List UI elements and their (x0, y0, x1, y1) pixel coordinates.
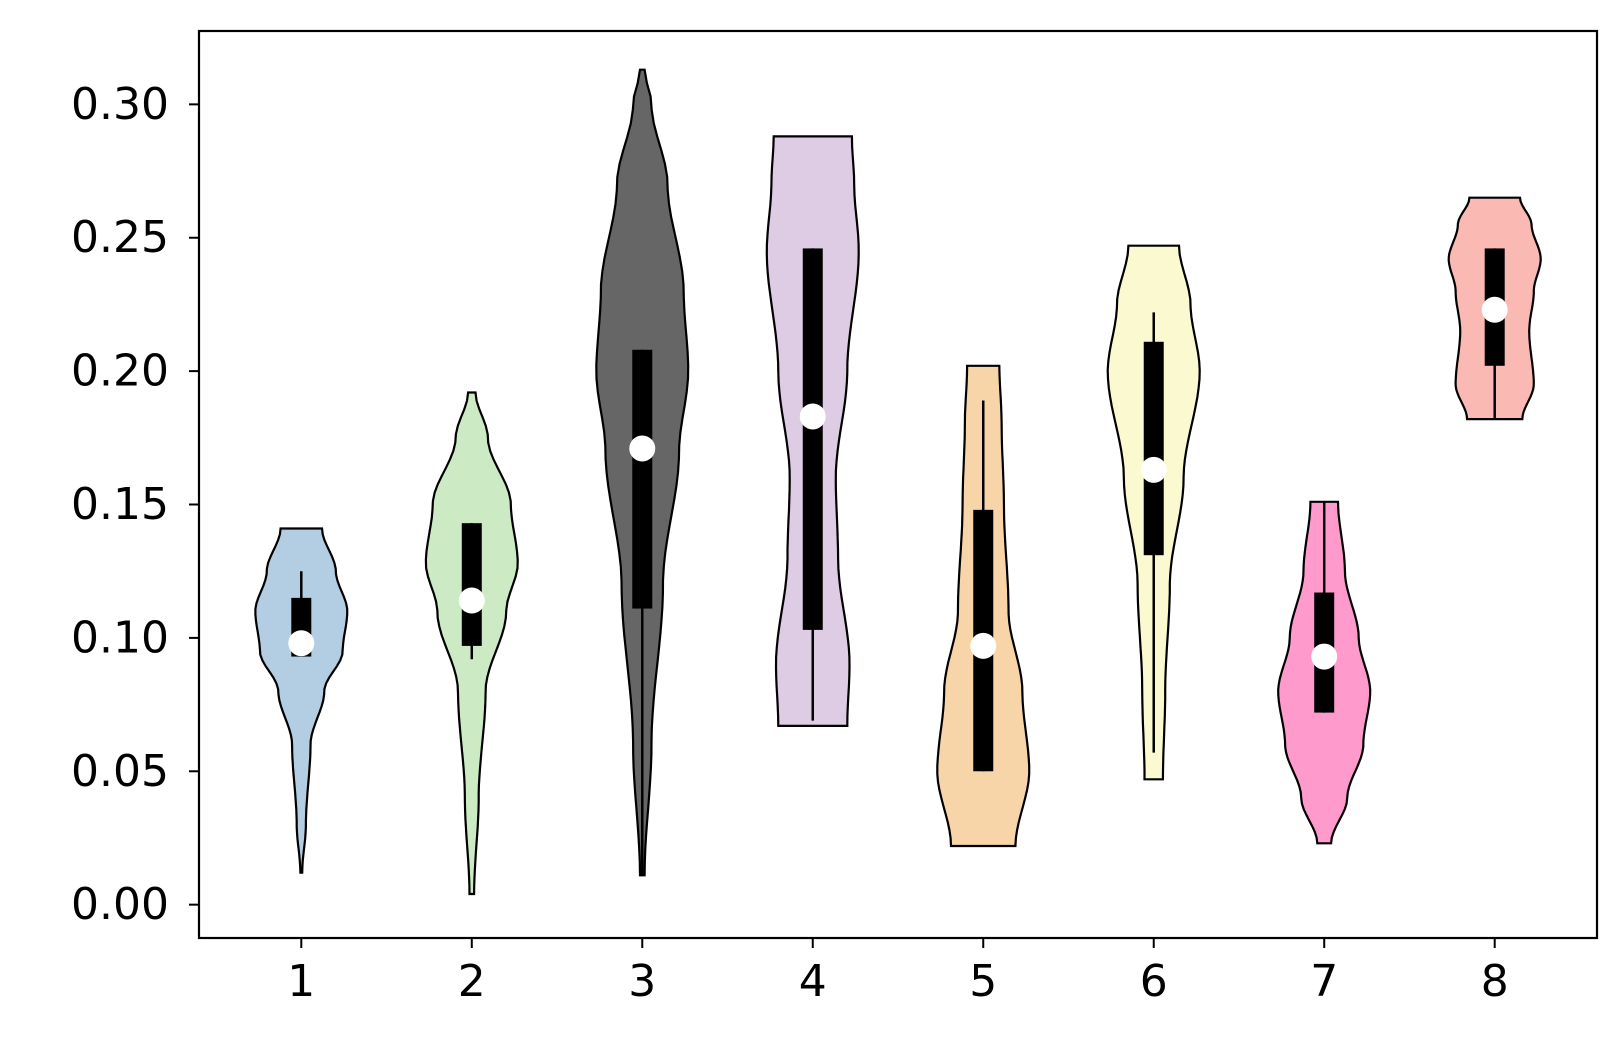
violin-iqr-box-3 (632, 349, 653, 609)
box-group (288, 248, 1508, 876)
violin-median-3 (629, 435, 656, 462)
x-tick-label: 8 (1481, 956, 1509, 1007)
violin-median-2 (458, 587, 485, 614)
y-axis: 0.00 0.05 0.10 0.15 0.20 0.25 0.30 (71, 79, 199, 930)
plot-frame (197, 29, 1599, 940)
y-tick-label: 0.15 (71, 479, 169, 530)
y-tick-label: 0.00 (71, 879, 169, 930)
x-tick-label: 6 (1140, 956, 1168, 1007)
violin-median-5 (970, 632, 997, 659)
x-tick-label: 3 (628, 956, 656, 1007)
x-axis: 1 2 3 4 5 6 7 8 (287, 938, 1509, 1007)
y-tick-label: 0.05 (71, 746, 169, 797)
violin-iqr-box-2 (461, 523, 482, 646)
x-tick-label: 4 (799, 956, 827, 1007)
violin-iqr-box-4 (802, 248, 823, 630)
violin-median-6 (1140, 456, 1167, 483)
x-tick-label: 5 (969, 956, 997, 1007)
violin-median-4 (799, 403, 826, 430)
violin-median-8 (1481, 296, 1508, 323)
y-tick-label: 0.25 (71, 212, 169, 263)
violin-median-7 (1311, 643, 1338, 670)
y-tick-label: 0.10 (71, 612, 169, 663)
x-tick-label: 1 (287, 956, 315, 1007)
y-tick-label: 0.20 (71, 346, 169, 397)
violin-median-1 (288, 630, 315, 657)
violin-body-1 (254, 527, 349, 874)
violin-iqr-box-6 (1143, 341, 1164, 556)
x-tick-label: 2 (458, 956, 486, 1007)
x-tick-label: 7 (1310, 956, 1338, 1007)
y-tick-label: 0.30 (71, 79, 169, 130)
